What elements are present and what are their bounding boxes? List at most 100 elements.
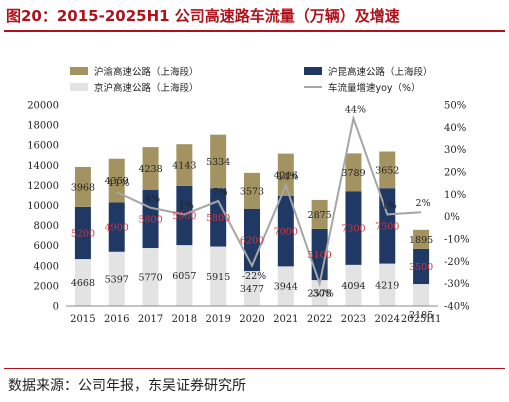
legend-label-3: 车流量增速yoy（%） <box>328 82 421 94</box>
x-tick-label: 2019 <box>205 314 230 325</box>
page-title: 图20：2015-2025H1 公司高速路车流量（万辆）及增速 <box>6 7 400 25</box>
bar-value-label: 5800 <box>138 214 162 225</box>
bar-segment <box>277 266 294 306</box>
bar-value-label: 3944 <box>274 282 298 293</box>
x-tick-label: 2021 <box>273 314 298 325</box>
growth-label: 4% <box>145 194 160 205</box>
x-tick-label: 2016 <box>104 314 129 325</box>
bar-segment <box>176 245 193 306</box>
bar-value-label: 7300 <box>341 224 365 235</box>
bar-value-label: 6057 <box>172 271 196 282</box>
legend-swatch-2 <box>70 83 88 91</box>
bar-segment <box>379 151 396 189</box>
bar-segment <box>244 172 260 209</box>
bar-segment <box>277 153 294 197</box>
growth-label: -30% <box>309 289 333 300</box>
bar-segment <box>74 259 91 306</box>
bar-value-label: 2875 <box>308 210 332 221</box>
y-left-tick-label: 16000 <box>27 141 59 152</box>
y-left-tick-label: 8000 <box>34 221 59 232</box>
bar-segment <box>379 263 396 306</box>
bar-value-label: 4216 <box>274 170 298 181</box>
bar-value-label: 4238 <box>138 164 162 175</box>
y-right-tick-label: -40% <box>444 302 470 313</box>
bar-segment <box>413 229 430 249</box>
x-tick-label: 2018 <box>172 314 197 325</box>
traffic-chart: 沪渝高速公路（上海段） 沪昆高速公路（上海段） 京沪高速公路（上海段） 车流量增速yo… <box>27 66 469 326</box>
y-left-tick-label: 12000 <box>27 181 59 192</box>
y-left-tick-label: 10000 <box>27 201 59 212</box>
y-right-tick-label: 50% <box>444 101 466 112</box>
y-right-tick-label: 10% <box>444 190 466 201</box>
bar-value-label: 1895 <box>409 235 433 246</box>
bar-segment <box>413 284 430 306</box>
bar-value-label: 4219 <box>375 280 399 291</box>
growth-label: 11% <box>108 178 129 189</box>
bar-value-label: 7000 <box>274 227 298 238</box>
bar-segment <box>74 206 91 260</box>
bar-segment <box>210 246 227 306</box>
bar-segment <box>311 199 328 229</box>
y-left-tick-label: 18000 <box>27 121 59 132</box>
bar-value-label: 4143 <box>172 161 196 172</box>
labels-layer: 4668 5200 3968 5397 4900 4359 5770 5800 4238 6057… <box>71 104 433 321</box>
bar-segment <box>345 153 362 192</box>
source-note: 数据来源：公司年报，东吴证券研究所 <box>8 378 246 394</box>
y-right-tick-label: -20% <box>444 257 470 268</box>
bar-value-label: 2185 <box>409 310 433 321</box>
bar-value-label: 5200 <box>71 228 95 239</box>
growth-line <box>116 114 422 288</box>
bar-value-label: 5334 <box>206 157 230 168</box>
title-divider <box>4 30 505 32</box>
x-tick-label: 2025H1 <box>401 314 442 325</box>
bar-value-label: 5915 <box>206 272 230 283</box>
bar-segment <box>74 166 91 207</box>
bar-segment <box>142 248 159 306</box>
legend: 沪渝高速公路（上海段） 沪昆高速公路（上海段） 京沪高速公路（上海段） 车流量增速yo… <box>70 66 433 94</box>
x-tick-label: 2022 <box>307 314 332 325</box>
bar-value-label: 7500 <box>375 221 399 232</box>
y-left-tick-label: 6000 <box>34 241 59 252</box>
bar-value-label: 4359 <box>105 176 129 187</box>
bar-segment <box>108 251 125 306</box>
bar-value-label: 4900 <box>105 223 129 234</box>
bar-segment <box>210 134 227 189</box>
bar-segment <box>277 196 294 267</box>
bar-value-label: 4668 <box>71 278 95 289</box>
bar-segment <box>413 248 430 285</box>
x-tick-label: 2024 <box>375 314 400 325</box>
x-tick-label: 2015 <box>70 314 95 325</box>
bar-value-label: 4094 <box>341 281 365 292</box>
x-tick-label: 2017 <box>138 314 163 325</box>
y-left-tick-label: 0 <box>53 302 59 313</box>
y-left-tick-label: 2000 <box>34 281 59 292</box>
bar-value-label: 5800 <box>206 213 230 224</box>
y-right-tick-label: 40% <box>444 123 466 134</box>
bar-segment <box>244 271 260 306</box>
legend-label-1: 沪昆高速公路（上海段） <box>328 66 433 78</box>
growth-label: 2% <box>416 198 431 209</box>
bar-segment <box>142 147 159 190</box>
y-right-tick-label: 30% <box>444 145 466 156</box>
bar-segment <box>108 202 125 252</box>
y-right-tick-label: 0% <box>444 212 460 223</box>
bar-value-label: 3573 <box>240 186 264 197</box>
bar-value-label: 3789 <box>341 168 365 179</box>
axes-layer: 0 2000 4000 6000 8000 10000 12000 14000 16000 180… <box>27 101 469 326</box>
bar-value-label: 2578 <box>308 289 332 300</box>
x-tick-label: 2020 <box>239 314 264 325</box>
bars-layer <box>74 134 430 306</box>
bar-segment <box>311 280 328 306</box>
growth-line-layer <box>116 114 422 288</box>
bar-value-label: 3500 <box>409 262 433 273</box>
bar-value-label: 6200 <box>240 235 264 246</box>
bar-value-label: 3968 <box>71 182 95 193</box>
bar-value-label: 3652 <box>375 165 399 176</box>
growth-label: 1% <box>382 200 397 211</box>
bar-segment <box>379 188 396 264</box>
bar-segment <box>176 185 193 246</box>
y-right-tick-label: -30% <box>444 279 470 290</box>
legend-label-0: 沪渝高速公路（上海段） <box>94 66 199 78</box>
growth-label: -22% <box>242 271 266 282</box>
bar-segment <box>176 144 193 186</box>
